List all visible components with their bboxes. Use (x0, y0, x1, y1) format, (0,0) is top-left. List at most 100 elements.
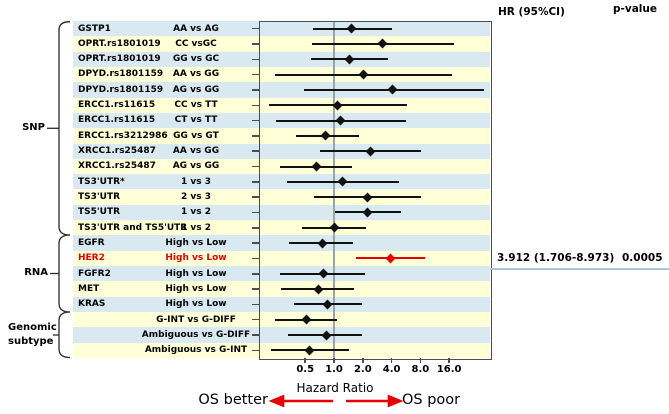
row-comparison-label: 1 vs 3 (180, 176, 211, 187)
row-comparison-label: GG vs GT (173, 130, 219, 141)
y-axis-tick (252, 318, 259, 321)
row-comparison-label: AA vs AG (173, 23, 219, 34)
os-better-arrowhead (268, 394, 285, 408)
row-comparison-label: G-INT vs G-DIFF (156, 314, 236, 325)
x-axis-tick-label: 4.0 (382, 364, 401, 375)
row-gene-label: TS3'UTR (78, 192, 121, 202)
x-axis-tick-label: 16.0 (436, 364, 462, 375)
row-gene-label: GSTP1 (78, 23, 111, 34)
x-axis-tick (333, 358, 335, 363)
row-gene-label: EGFR (78, 237, 105, 248)
x-axis-tick (304, 358, 306, 363)
row-comparison-label: GG vs GC (172, 54, 220, 65)
row-gene-label: XRCC1.rs25487 (78, 161, 156, 172)
y-axis-tick (252, 181, 259, 183)
row-comparison-label: 2 vs 3 (180, 192, 211, 202)
y-axis-tick (252, 89, 259, 91)
row-gene-label: MET (78, 283, 100, 294)
row-gene-label: OPRT.rs1801019 (78, 54, 161, 65)
table-row-stripe (73, 82, 490, 98)
row-comparison-label: CC vs TT (174, 100, 218, 111)
table-row-stripe (73, 189, 490, 205)
y-axis-tick (252, 104, 259, 106)
y-axis-tick (252, 150, 259, 152)
row-comparison-label: High vs Low (165, 253, 227, 264)
table-row-stripe (73, 51, 490, 67)
table-row-stripe (73, 327, 490, 343)
row-comparison-label: CT vs TT (174, 115, 218, 126)
row-gene-label: TS5'UTR (78, 207, 121, 218)
row-gene-label: ERCC1.rs11615 (78, 100, 156, 111)
y-axis-tick (252, 242, 259, 244)
os-poor-label: OS poor (402, 392, 461, 408)
row-gene-label: XRCC1.rs25487 (78, 146, 156, 157)
row-gene-label: FGFR2 (78, 268, 111, 279)
row-comparison-label: High vs Low (165, 237, 227, 248)
row-gene-label: HER2 (78, 253, 105, 264)
table-row-stripe (73, 296, 490, 313)
row-comparison-label: High vs Low (165, 283, 227, 294)
row-comparison-label: AG vs GG (172, 84, 220, 95)
hr-ci-column-header: HR (95%CI) (498, 6, 565, 18)
y-axis-tick (252, 273, 259, 275)
x-axis-tick (390, 358, 393, 363)
table-row-stripe (73, 204, 490, 221)
y-axis-tick (252, 58, 259, 61)
hr-1-reference-line (333, 21, 335, 358)
row-comparison-label: High vs Low (165, 299, 227, 310)
row-comparison-label: 1 vs 2 (180, 207, 211, 218)
row-comparison-label: 1 vs 2 (180, 222, 211, 233)
y-axis-tick (252, 257, 259, 260)
table-row-stripe (73, 250, 490, 267)
y-axis-tick (252, 73, 259, 76)
row-comparison-label: CC vsGC (175, 38, 217, 49)
x-axis-tick (362, 358, 364, 363)
y-axis-tick (252, 196, 259, 198)
row-gene-label: TS3'UTR and TS5'UTR (78, 222, 188, 233)
y-axis-tick (252, 288, 259, 290)
row-gene-label: ERCC1.rs11615 (78, 115, 156, 126)
row-gene-label: TS3'UTR* (78, 176, 125, 187)
y-axis-tick (252, 334, 259, 336)
row-comparison-label: Ambiguous vs G-INT (144, 345, 248, 356)
y-axis-tick (252, 43, 259, 45)
row-gene-label: KRAS (78, 299, 106, 310)
table-row-stripe (73, 174, 490, 190)
y-axis-tick (252, 349, 259, 352)
pvalue-column-header: p-value (613, 3, 657, 15)
row-comparison-label: High vs Low (165, 268, 227, 279)
row-comparison-label: Ambiguous vs G-DIFF (141, 329, 251, 340)
x-axis-tick (448, 358, 450, 363)
table-row-stripe (73, 36, 490, 52)
x-axis-tick-label: 8.0 (411, 364, 430, 375)
row-comparison-label: AG vs GG (172, 161, 220, 172)
table-row-stripe (73, 220, 490, 236)
row-gene-label: DPYD.rs1801159 (78, 69, 164, 80)
y-axis-tick (252, 303, 259, 306)
row-gene-label: DPYD.rs1801159 (78, 84, 164, 95)
y-axis-tick (252, 135, 259, 137)
os-poor-arrowhead (387, 394, 404, 408)
row-gene-label: ERCC1.rs3212986 (78, 130, 168, 141)
row-comparison-label: AA vs GG (172, 69, 220, 80)
y-axis-tick (252, 227, 259, 229)
os-better-label: OS better (198, 392, 268, 408)
x-axis-tick-label: 0.5 (296, 364, 315, 375)
group-label-rna: RNA (24, 267, 48, 278)
plot-border (259, 21, 492, 360)
her2-p-value: 0.0005 (622, 252, 663, 264)
her2-annotation-underline (490, 268, 669, 270)
y-axis-tick (252, 211, 259, 214)
table-row-stripe (73, 128, 490, 144)
y-axis-tick (252, 27, 259, 30)
her2-hr-value: 3.912 (1.706-8.973) (497, 252, 615, 264)
table-row-stripe (73, 21, 490, 37)
x-axis-tick-label: 1.0 (325, 364, 343, 375)
y-axis-tick (252, 165, 259, 168)
table-row-stripe (73, 143, 490, 159)
group-label-genomic-subtype: Genomic subtype (8, 322, 57, 347)
group-label-snp: SNP (22, 122, 45, 133)
